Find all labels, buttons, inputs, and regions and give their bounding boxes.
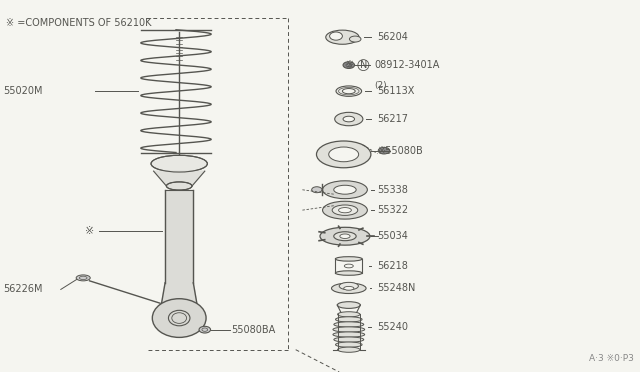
Ellipse shape [339, 282, 358, 290]
Text: 55034: 55034 [378, 231, 408, 241]
Ellipse shape [333, 332, 365, 337]
Ellipse shape [335, 257, 362, 261]
Text: 55248N: 55248N [378, 283, 416, 293]
Ellipse shape [151, 155, 207, 172]
Ellipse shape [329, 147, 358, 162]
Ellipse shape [312, 187, 322, 193]
Ellipse shape [343, 62, 355, 68]
Ellipse shape [343, 116, 355, 122]
Ellipse shape [378, 147, 390, 154]
Ellipse shape [337, 302, 360, 308]
Ellipse shape [334, 185, 356, 194]
Text: 55240: 55240 [378, 323, 408, 332]
Text: 55080BA: 55080BA [232, 325, 276, 335]
Ellipse shape [330, 32, 342, 40]
Ellipse shape [333, 327, 365, 332]
Text: ※ =COMPONENTS OF 56210K: ※ =COMPONENTS OF 56210K [6, 18, 152, 28]
Polygon shape [165, 190, 193, 283]
Text: ※55080B: ※55080B [378, 146, 423, 155]
Ellipse shape [342, 89, 355, 94]
Text: 55338: 55338 [378, 185, 408, 195]
Ellipse shape [332, 283, 366, 294]
Text: 56113X: 56113X [378, 86, 415, 96]
Text: A·3 ※0·P3: A·3 ※0·P3 [589, 354, 634, 363]
Ellipse shape [339, 208, 351, 213]
Text: 55322: 55322 [378, 205, 409, 215]
Text: 56218: 56218 [378, 261, 408, 271]
Ellipse shape [199, 326, 211, 333]
Ellipse shape [332, 205, 358, 215]
Ellipse shape [335, 317, 362, 322]
Text: N: N [360, 60, 367, 70]
Text: ※: ※ [86, 226, 95, 235]
Text: 55020M: 55020M [3, 86, 43, 96]
Text: (2): (2) [374, 81, 387, 90]
Ellipse shape [335, 112, 363, 126]
Ellipse shape [344, 264, 353, 268]
Ellipse shape [152, 299, 206, 337]
Ellipse shape [323, 181, 367, 199]
Ellipse shape [340, 234, 350, 238]
Text: ※: ※ [346, 60, 354, 70]
Text: 56204: 56204 [378, 32, 408, 42]
Ellipse shape [335, 271, 362, 275]
Text: 08912-3401A: 08912-3401A [374, 60, 440, 70]
Ellipse shape [338, 312, 360, 317]
Ellipse shape [336, 86, 362, 96]
Ellipse shape [344, 286, 354, 290]
Ellipse shape [334, 322, 364, 327]
Ellipse shape [326, 30, 359, 44]
Ellipse shape [323, 201, 367, 219]
Ellipse shape [166, 182, 192, 190]
Polygon shape [154, 171, 205, 186]
Ellipse shape [334, 337, 364, 342]
Ellipse shape [349, 36, 361, 42]
Ellipse shape [320, 227, 370, 245]
Ellipse shape [334, 232, 356, 241]
Ellipse shape [335, 342, 362, 347]
Text: 56217: 56217 [378, 114, 408, 124]
Ellipse shape [76, 275, 90, 281]
Ellipse shape [317, 141, 371, 168]
Ellipse shape [338, 347, 360, 352]
Polygon shape [160, 283, 198, 312]
Text: 56226M: 56226M [3, 285, 43, 294]
